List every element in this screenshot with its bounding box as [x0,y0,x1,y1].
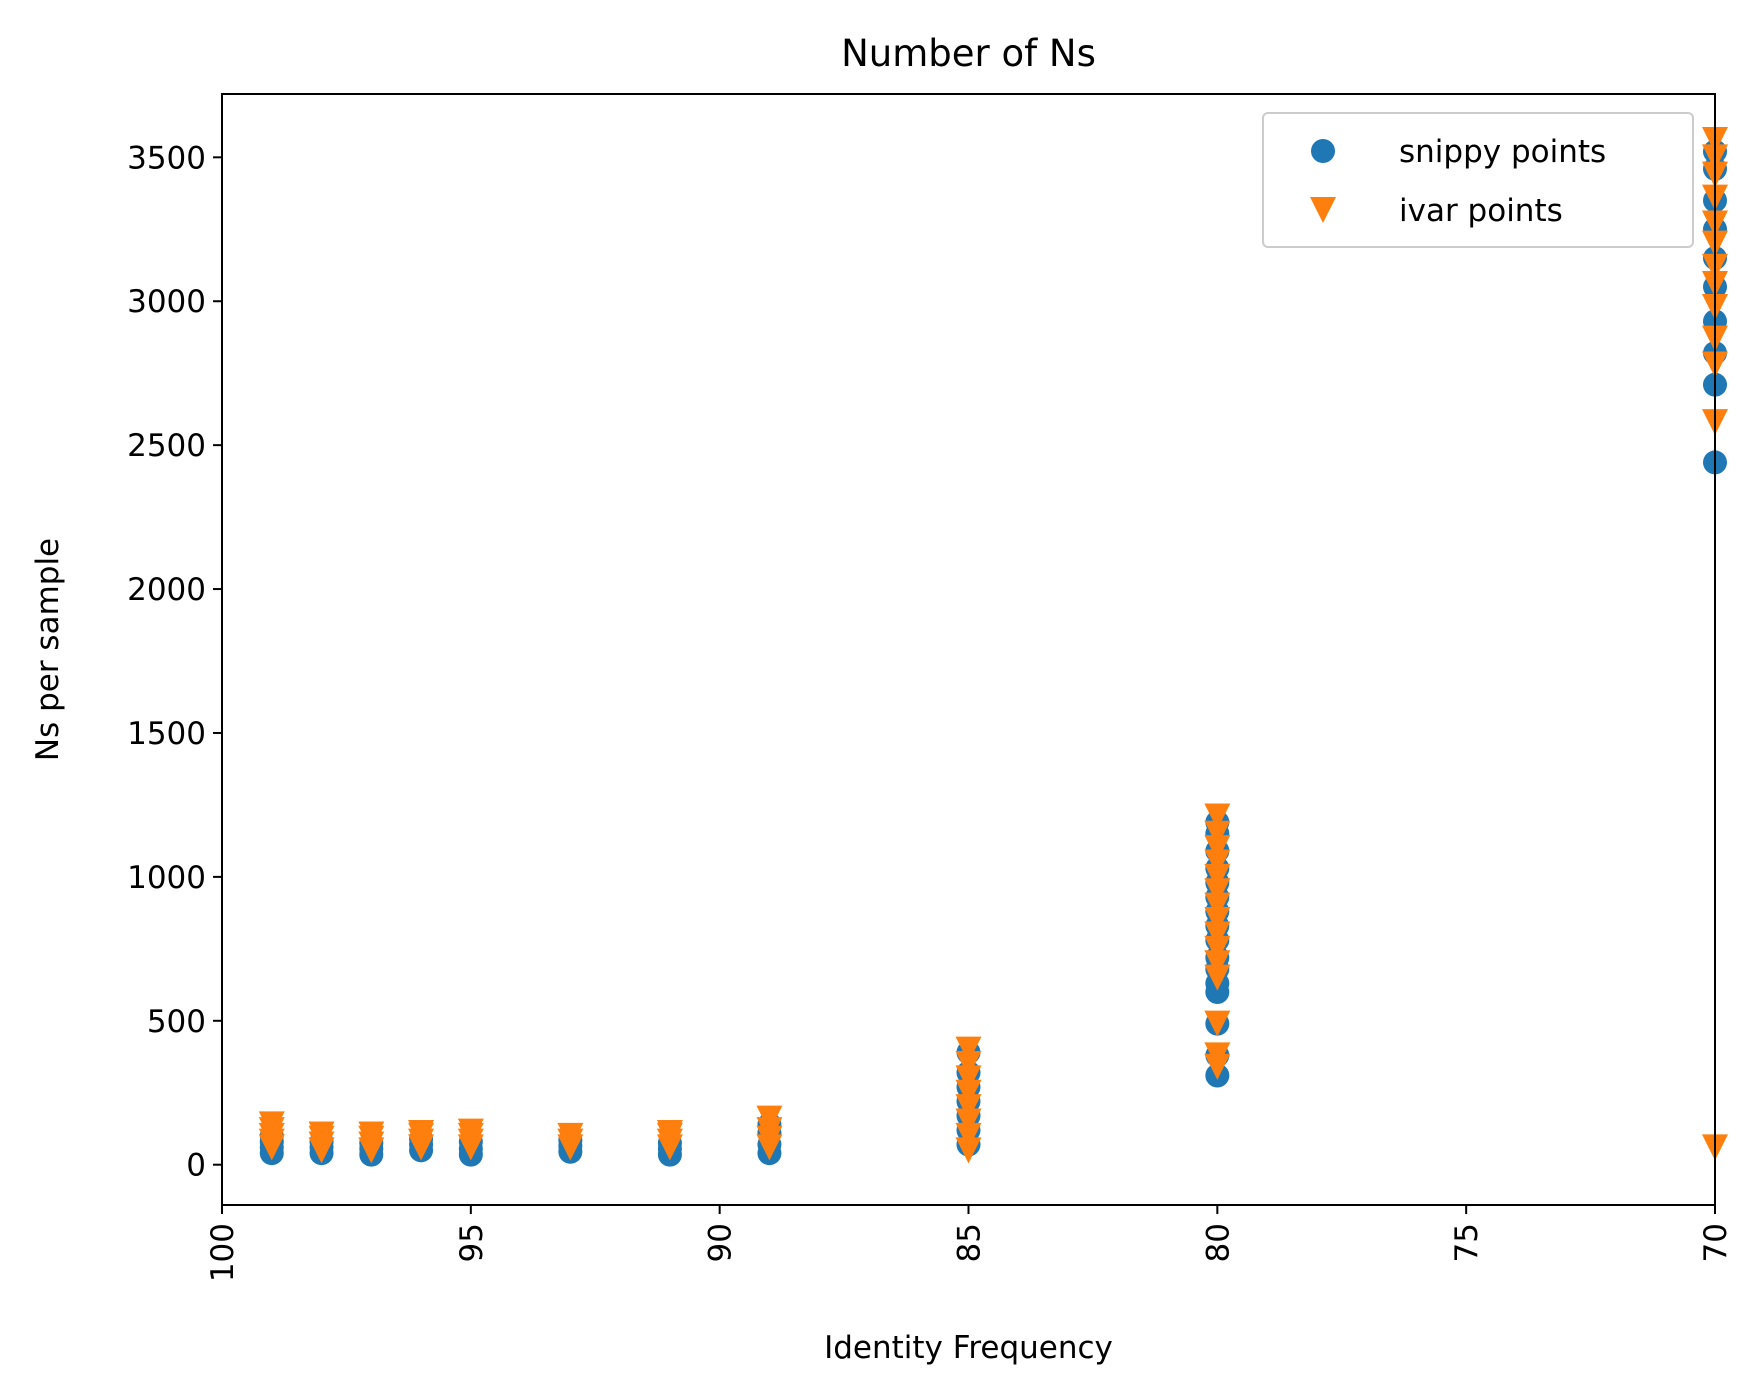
data-point [955,1079,982,1106]
data-point [1204,921,1231,948]
data-point [955,1036,982,1063]
data-point [457,1118,484,1145]
data-point [1204,1010,1231,1037]
legend-box [1262,112,1694,248]
data-point [1204,935,1231,962]
data-point [1204,820,1231,847]
legend-entries: snippy points ivar points [1310,134,1606,229]
y-tick-label: 1500 [127,716,206,752]
x-tick-label: 100 [205,1223,241,1282]
chart-title: Number of Ns [841,32,1096,75]
y-tick-label: 3000 [127,284,206,320]
y-tick-label: 1000 [127,860,206,896]
data-point [955,1065,982,1092]
data-point [358,1121,385,1148]
x-tick-label: 75 [1449,1223,1485,1262]
data-point [1204,892,1231,919]
legend-marker [1311,139,1335,163]
y-tick-label: 3500 [127,140,206,176]
y-axis-label: Ns per sample [30,538,66,761]
data-point [955,1094,982,1121]
y-tick-label: 500 [147,1004,206,1040]
x-tick-label: 95 [454,1223,490,1262]
x-tick-label: 90 [703,1223,739,1262]
data-point [1204,849,1231,876]
legend-label: snippy points [1399,134,1606,170]
data-point [656,1120,683,1147]
x-tick-label: 80 [1200,1223,1236,1262]
y-tick-label: 0 [186,1148,206,1184]
data-point [258,1111,285,1138]
data-point [1204,907,1231,934]
data-point [1204,964,1231,991]
data-point [1204,803,1231,830]
legend-label: ivar points [1399,193,1563,229]
x-tick-label: 85 [952,1223,988,1262]
x-tick-label: 70 [1698,1223,1734,1262]
legend-entry-ivar: ivar points [1310,193,1563,229]
series-ivar [258,127,1728,1164]
x-axis-label: Identity Frequency [824,1330,1113,1366]
data-point [1204,950,1231,977]
y-tick-label: 2000 [127,572,206,608]
data-point [955,1108,982,1135]
data-point [955,1122,982,1149]
data-point [557,1122,584,1149]
legend: snippy points ivar points [1262,112,1694,248]
y-tick-label: 2500 [127,428,206,464]
data-point [308,1121,335,1148]
data-point [1204,1042,1231,1069]
data-point [1204,835,1231,862]
x-axis: 100 95 90 85 80 75 70 [205,1205,1734,1282]
data-point [1204,863,1231,890]
legend-entry-snippy: snippy points [1311,134,1606,170]
data-point [1204,878,1231,905]
y-axis: 0 500 1000 1500 2000 2500 3000 3500 [127,140,222,1184]
points-layer [258,127,1728,1167]
legend-marker [1310,197,1336,223]
data-point [756,1105,783,1132]
data-point [955,1137,982,1164]
data-point [955,1050,982,1077]
data-point [408,1120,435,1147]
